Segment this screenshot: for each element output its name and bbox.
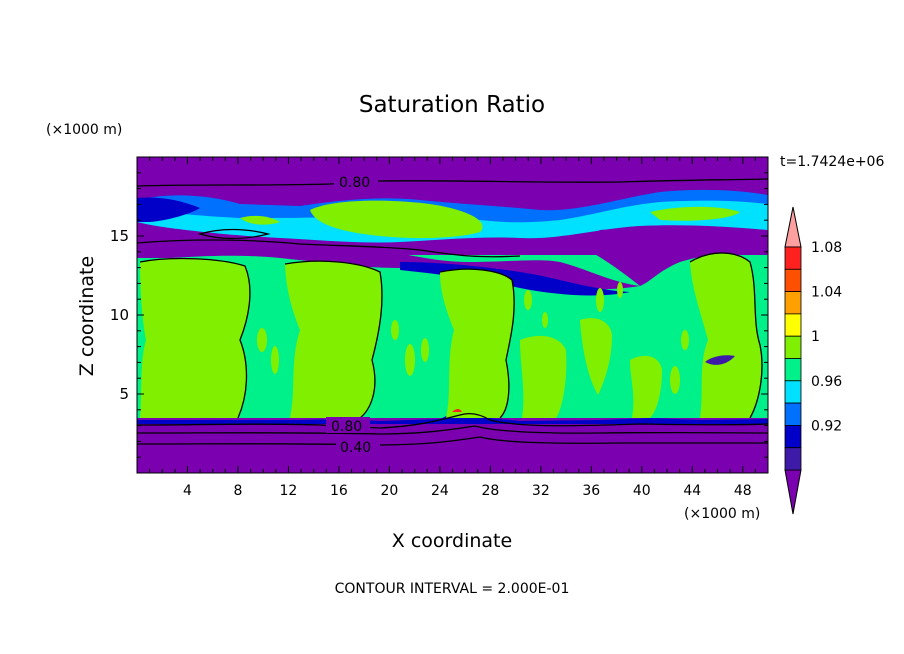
x-tick-label: 16 [330, 483, 348, 499]
y-tick-label: 10 [110, 306, 129, 324]
field-cloud-body-3 [440, 269, 515, 418]
colorbar-swatch [784, 424, 802, 449]
y-axis: 5 10 15 [110, 172, 768, 458]
x-tick-label: 36 [582, 483, 600, 499]
contour-lines [137, 178, 768, 446]
contour-lower-080 [137, 413, 768, 429]
y-unit-label: (×1000 m) [46, 122, 122, 138]
contour-label-bg-2 [326, 417, 370, 433]
colorbar-swatch [784, 358, 802, 382]
colorbar-swatch [784, 380, 802, 404]
y-axis-title: Z coordinate [76, 256, 98, 376]
x-axis: 4 8 12 16 20 24 28 32 36 40 44 48 [149, 157, 756, 499]
x-tick-label: 48 [734, 483, 752, 499]
contour-cloud-1 [139, 257, 251, 419]
contour-label-upper: 0.80 [339, 175, 370, 191]
field-cloud-small-purple [705, 355, 735, 365]
colorbar: 0.92 0.96 1 1.04 1.08 [784, 206, 842, 515]
contour-upper-edge [137, 239, 521, 258]
colorbar-label: 1 [811, 329, 820, 345]
field-cloud-body-4 [520, 335, 567, 418]
colorbar-below-arrow [784, 469, 802, 515]
contour-label-bg-3 [336, 438, 380, 454]
x-tick-label: 40 [633, 483, 651, 499]
contour-label-lower-080: 0.80 [331, 419, 362, 435]
x-tick-label: 28 [481, 483, 499, 499]
y-tick-label: 15 [110, 227, 129, 245]
x-tick-label: 24 [431, 483, 449, 499]
field-cloud-body-1 [140, 258, 250, 418]
plot-area [137, 157, 768, 473]
colorbar-swatch [784, 402, 802, 426]
y-tick-label: 5 [119, 385, 129, 403]
contour-label-lower-040: 0.40 [340, 440, 371, 456]
field-cloud-body-5 [630, 355, 662, 418]
colorbar-swatch [784, 291, 802, 315]
x-axis-title: X coordinate [392, 530, 512, 552]
field-small-cells [201, 282, 689, 394]
contour-mid-lens [197, 228, 271, 240]
colorbar-swatch [784, 313, 802, 337]
field-lower-dry-band [137, 418, 768, 473]
field-cloud-body-2 [285, 261, 383, 418]
colorbar-above-arrow [784, 206, 802, 248]
field-upper-deep-blue [137, 197, 200, 222]
contour-upper-080 [137, 178, 768, 187]
field-right-dry-region [580, 227, 768, 286]
time-label: t=1.7424e+06 [780, 154, 884, 170]
field-cloud-body-7 [580, 318, 612, 395]
contour-label-bg-1 [334, 173, 378, 189]
contour-lower-060 [137, 425, 768, 435]
x-tick-label: 4 [183, 483, 192, 499]
x-tick-label: 20 [380, 483, 398, 499]
x-tick-label: 8 [233, 483, 242, 499]
colorbar-label: 0.96 [811, 374, 842, 390]
field-cloud-body-6 [690, 253, 762, 418]
colorbar-swatch [784, 246, 802, 270]
contour-lower-040 [137, 436, 768, 446]
colorbar-label: 1.04 [811, 285, 842, 301]
colorbar-label: 0.92 [811, 418, 842, 434]
contour-cloud-3 [439, 268, 515, 419]
colorbar-label: 1.08 [811, 240, 842, 256]
x-tick-label: 44 [683, 483, 701, 499]
x-unit-label: (×1000 m) [684, 506, 760, 522]
colorbar-swatch [784, 335, 802, 359]
x-tick-label: 32 [532, 483, 550, 499]
contour-interval-footer: CONTOUR INTERVAL = 2.000E-01 [335, 581, 570, 597]
x-tick-label: 12 [280, 483, 298, 499]
colorbar-swatch [784, 447, 802, 471]
colorbar-swatch [784, 268, 802, 292]
field-upper-green-cloud [310, 200, 483, 239]
contour-cloud-6 [689, 252, 763, 419]
field-red-spot [452, 409, 462, 412]
field-upper-blue-streak [137, 189, 768, 223]
field-upper-green-cloud-left [240, 215, 280, 225]
contour-cloud-2 [284, 260, 383, 419]
field-upper-green-cloud-right [650, 206, 740, 221]
chart-title: Saturation Ratio [359, 92, 545, 118]
